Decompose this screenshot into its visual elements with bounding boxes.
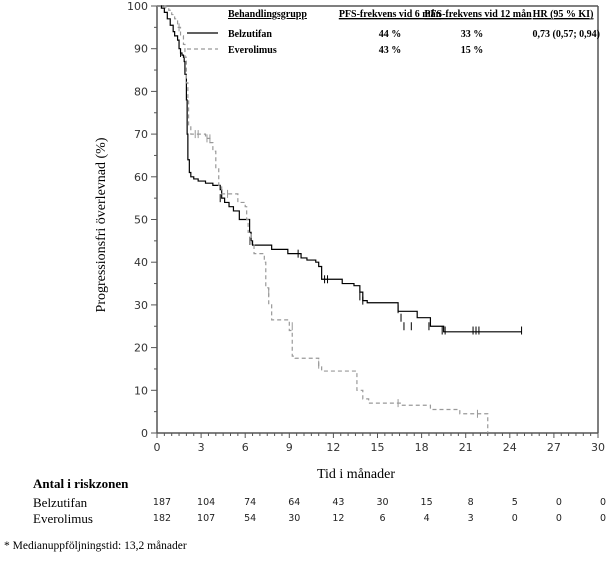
legend-name: Everolimus bbox=[228, 45, 277, 56]
risk-value-belzutifan: 187 bbox=[152, 497, 172, 508]
x-tick-label: 3 bbox=[198, 441, 205, 454]
risk-value-belzutifan: 43 bbox=[332, 497, 345, 508]
y-tick-label: 70 bbox=[134, 128, 148, 141]
risk-value-everolimus: 3 bbox=[467, 513, 474, 524]
y-tick-label: 90 bbox=[134, 43, 148, 56]
y-tick-label: 30 bbox=[134, 299, 148, 312]
x-tick-label: 18 bbox=[415, 441, 429, 454]
y-tick-label: 60 bbox=[134, 171, 148, 184]
risk-table-title: Antal i riskzonen bbox=[33, 476, 129, 491]
x-tick-label: 30 bbox=[591, 441, 605, 454]
risk-value-everolimus: 4 bbox=[423, 513, 430, 524]
legend-pfs6: 44 % bbox=[379, 29, 402, 40]
risk-value-belzutifan: 15 bbox=[420, 497, 433, 508]
x-axis-label: Tid i månader bbox=[317, 467, 395, 482]
x-tick-label: 0 bbox=[154, 441, 161, 454]
risk-value-belzutifan: 64 bbox=[288, 497, 301, 508]
risk-value-belzutifan: 0 bbox=[599, 497, 607, 508]
risk-value-belzutifan: 8 bbox=[467, 497, 474, 508]
risk-value-everolimus: 0 bbox=[555, 513, 562, 524]
risk-row-label-everolimus: Everolimus bbox=[33, 511, 93, 526]
risk-value-everolimus: 30 bbox=[288, 513, 301, 524]
risk-value-everolimus: 0 bbox=[599, 513, 607, 524]
risk-value-belzutifan: 74 bbox=[244, 497, 257, 508]
y-tick-label: 80 bbox=[134, 85, 148, 98]
risk-value-everolimus: 12 bbox=[332, 513, 345, 524]
legend-header: HR (95 % KI) bbox=[533, 9, 594, 20]
risk-value-belzutifan: 104 bbox=[197, 497, 216, 508]
y-tick-label: 0 bbox=[141, 427, 148, 440]
x-tick-label: 12 bbox=[326, 441, 340, 454]
km-curve-everolimus bbox=[157, 5, 489, 433]
legend-header: PFS-frekvens vid 6 mån bbox=[339, 9, 442, 20]
x-tick-label: 27 bbox=[547, 441, 561, 454]
y-tick-label: 50 bbox=[134, 214, 148, 227]
risk-value-everolimus: 0 bbox=[511, 513, 518, 524]
y-tick-label: 40 bbox=[134, 256, 148, 269]
risk-value-everolimus: 6 bbox=[379, 513, 386, 524]
legend: Behandlingsgrupp PFS-frekvens vid 6 månPF… bbox=[187, 9, 600, 56]
x-tick-label: 6 bbox=[242, 441, 249, 454]
risk-value-belzutifan: 30 bbox=[376, 497, 389, 508]
legend-header: PFS-frekvens vid 12 mån bbox=[424, 9, 532, 20]
risk-value-belzutifan: 5 bbox=[511, 497, 518, 508]
x-tick-label: 21 bbox=[459, 441, 473, 454]
x-tick-label: 15 bbox=[371, 441, 385, 454]
risk-value-belzutifan: 0 bbox=[555, 497, 562, 508]
x-tick-label: 9 bbox=[286, 441, 293, 454]
risk-value-everolimus: 54 bbox=[244, 513, 257, 524]
y-axis-label: Progressionsfri överlevnad (%) bbox=[94, 137, 109, 312]
legend-pfs12: 33 % bbox=[461, 29, 484, 40]
risk-row-label-belzutifan: Belzutifan bbox=[33, 495, 88, 510]
legend-name: Belzutifan bbox=[228, 29, 272, 40]
risk-value-everolimus: 182 bbox=[152, 513, 172, 524]
risk-value-everolimus: 107 bbox=[197, 513, 216, 524]
x-tick-label: 24 bbox=[503, 441, 517, 454]
footnote: * Medianuppföljningstid: 13,2 månader bbox=[4, 540, 187, 552]
y-tick-label: 100 bbox=[127, 0, 148, 13]
curves bbox=[157, 5, 523, 433]
y-tick-label: 10 bbox=[134, 384, 148, 397]
y-tick-label: 20 bbox=[134, 342, 148, 355]
legend-pfs12: 15 % bbox=[461, 45, 484, 56]
legend-hr: 0,73 (0,57; 0,94) bbox=[533, 29, 601, 40]
legend-header: Behandlingsgrupp bbox=[228, 9, 307, 20]
legend-pfs6: 43 % bbox=[379, 45, 402, 56]
axes: 0 10 20 30 40 50 60 70 80 90 100 0 3 6 9 12 15 18 21 24 27 30 bbox=[127, 0, 605, 454]
